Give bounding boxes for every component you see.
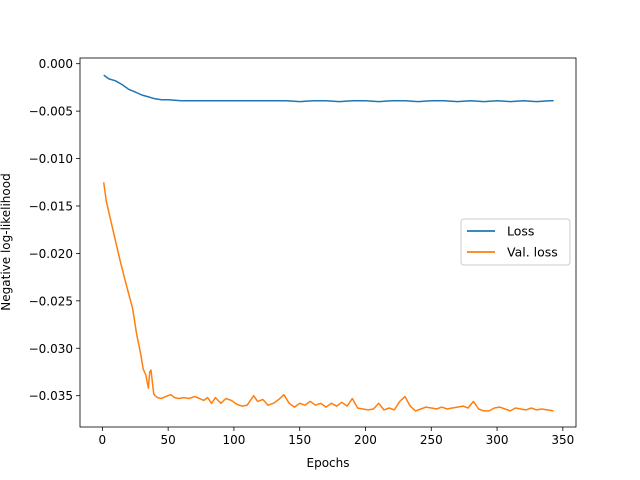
axes-frame	[79, 57, 577, 428]
y-tick-label: −0.035	[29, 389, 73, 403]
y-tick-label: −0.015	[29, 199, 73, 213]
legend-label-val-loss: Val. loss	[507, 245, 558, 260]
legend: Loss Val. loss	[460, 218, 571, 266]
y-tick-label: −0.030	[29, 342, 73, 356]
y-tick-label: −0.005	[29, 105, 73, 119]
x-tick-label: 50	[161, 433, 176, 447]
y-tick-label: −0.020	[29, 247, 73, 261]
x-tick-label: 250	[420, 433, 443, 447]
x-tick-label: 300	[486, 433, 509, 447]
y-tick-label: −0.010	[29, 152, 73, 166]
x-tick-label: 100	[222, 433, 245, 447]
y-axis-label: Negative log-likelihood	[0, 173, 13, 310]
legend-label-loss: Loss	[507, 224, 534, 239]
x-tick-label: 200	[354, 433, 377, 447]
series-line-loss	[103, 74, 554, 103]
y-axis-ticks: 0.000 −0.005 −0.010 −0.015 −0.020 −0.025 −0.03…	[29, 57, 80, 403]
x-tick-label: 350	[551, 433, 574, 447]
plot-area	[102, 74, 554, 412]
x-axis-ticks: 0 50 100 150 200 250 300 350	[99, 427, 574, 447]
y-tick-label: 0.000	[39, 57, 73, 71]
y-tick-label: −0.025	[29, 294, 73, 308]
x-tick-label: 150	[288, 433, 311, 447]
x-tick-label: 0	[99, 433, 107, 447]
series-line-val-loss	[102, 182, 554, 412]
x-axis-label: Epochs	[307, 456, 350, 470]
